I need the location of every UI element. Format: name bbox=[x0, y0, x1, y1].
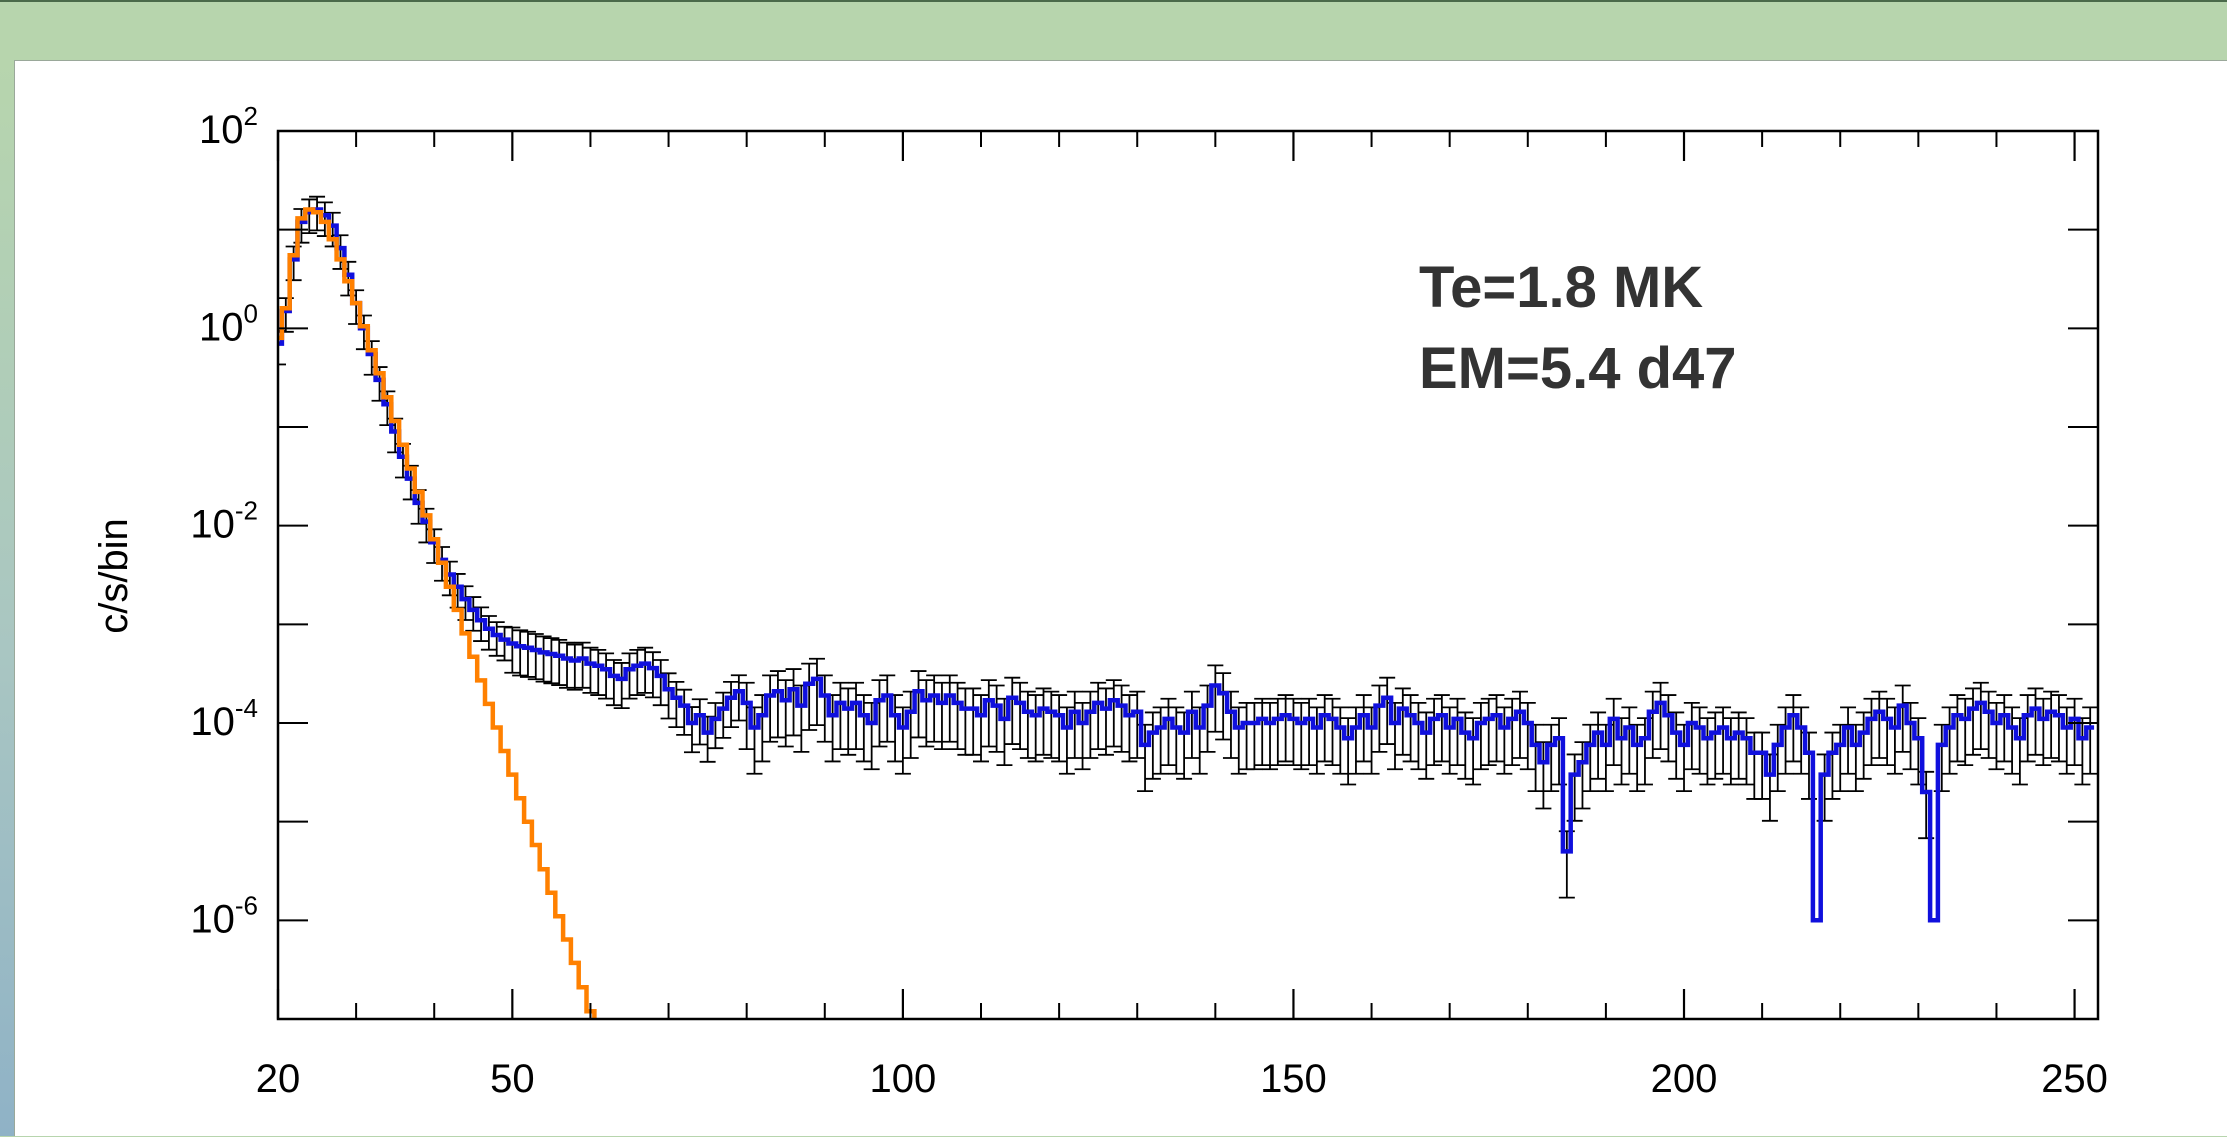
y-axis-title: c/s/bin bbox=[92, 518, 136, 634]
y-tick-label--6: 10-6 bbox=[190, 890, 258, 941]
x-tick-label-250: 250 bbox=[2041, 1057, 2108, 1101]
x-tick-label-100: 100 bbox=[870, 1057, 937, 1101]
y-tick-label-0: 100 bbox=[199, 298, 258, 349]
model-spectrum-line bbox=[278, 207, 597, 1019]
annotation-temperature: Te=1.8 MK bbox=[1419, 255, 1703, 320]
observed-spectrum-line bbox=[278, 207, 2095, 923]
spectrum-chart: 20 50 100 150 200 250 102 100 10-2 10-4 10-6 Te=1.… bbox=[92, 101, 2108, 1101]
plot-frame bbox=[276, 129, 2100, 1021]
y-tick-label-2: 102 bbox=[199, 101, 258, 152]
annotation-emission-measure: EM=5.4 d47 bbox=[1419, 336, 1737, 401]
x-tick-label-20: 20 bbox=[256, 1057, 301, 1101]
y-tick-label--2: 10-2 bbox=[190, 496, 258, 547]
plot-data-layer bbox=[278, 195, 2098, 1019]
window-side-strip bbox=[0, 60, 14, 1136]
x-tick-label-150: 150 bbox=[1260, 1057, 1327, 1101]
y-tick-label--4: 10-4 bbox=[190, 693, 258, 744]
x-tick-label-50: 50 bbox=[490, 1057, 535, 1101]
chart-panel: 20 50 100 150 200 250 102 100 10-2 10-4 10-6 Te=1.… bbox=[14, 60, 2227, 1136]
x-tick-label-200: 200 bbox=[1651, 1057, 1718, 1101]
axis-layer: 20 50 100 150 200 250 102 100 10-2 10-4 10-6 bbox=[190, 101, 2108, 1101]
window-frame-line bbox=[0, 0, 2227, 2]
